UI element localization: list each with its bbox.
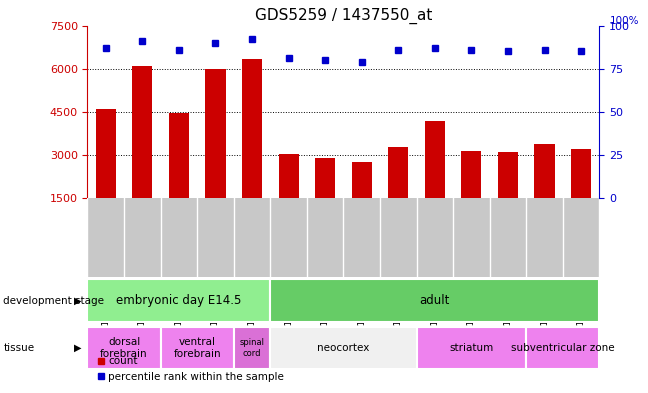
Text: spinal
cord: spinal cord	[240, 338, 264, 358]
Title: GDS5259 / 1437550_at: GDS5259 / 1437550_at	[255, 8, 432, 24]
Bar	[96, 109, 116, 198]
Text: 100%: 100%	[610, 16, 639, 26]
Text: development stage: development stage	[3, 296, 104, 306]
Bar	[161, 327, 234, 369]
Bar	[571, 149, 591, 198]
Text: tissue: tissue	[3, 343, 34, 353]
Text: embryonic day E14.5: embryonic day E14.5	[116, 294, 242, 307]
Bar	[535, 144, 555, 198]
Bar	[498, 152, 518, 198]
Bar	[87, 279, 270, 322]
Bar	[87, 327, 161, 369]
Bar	[461, 151, 481, 198]
Text: ▶: ▶	[73, 343, 81, 353]
Text: adult: adult	[420, 294, 450, 307]
Bar	[132, 66, 152, 198]
Legend: count, percentile rank within the sample: count, percentile rank within the sample	[93, 352, 288, 386]
Bar	[234, 327, 270, 369]
Bar	[270, 327, 417, 369]
Text: ▶: ▶	[73, 296, 81, 306]
Text: subventricular zone: subventricular zone	[511, 343, 615, 353]
Bar	[205, 69, 226, 198]
Bar	[388, 147, 408, 198]
Text: dorsal
forebrain: dorsal forebrain	[100, 337, 148, 358]
Bar	[352, 162, 372, 198]
Bar	[425, 121, 445, 198]
Bar	[315, 158, 335, 198]
Bar	[242, 59, 262, 198]
Text: striatum: striatum	[449, 343, 494, 353]
Bar	[417, 327, 526, 369]
Bar	[270, 279, 599, 322]
Bar	[526, 327, 599, 369]
Bar	[169, 114, 189, 198]
Bar	[279, 154, 299, 198]
Text: neocortex: neocortex	[318, 343, 369, 353]
Text: ventral
forebrain: ventral forebrain	[174, 337, 221, 358]
